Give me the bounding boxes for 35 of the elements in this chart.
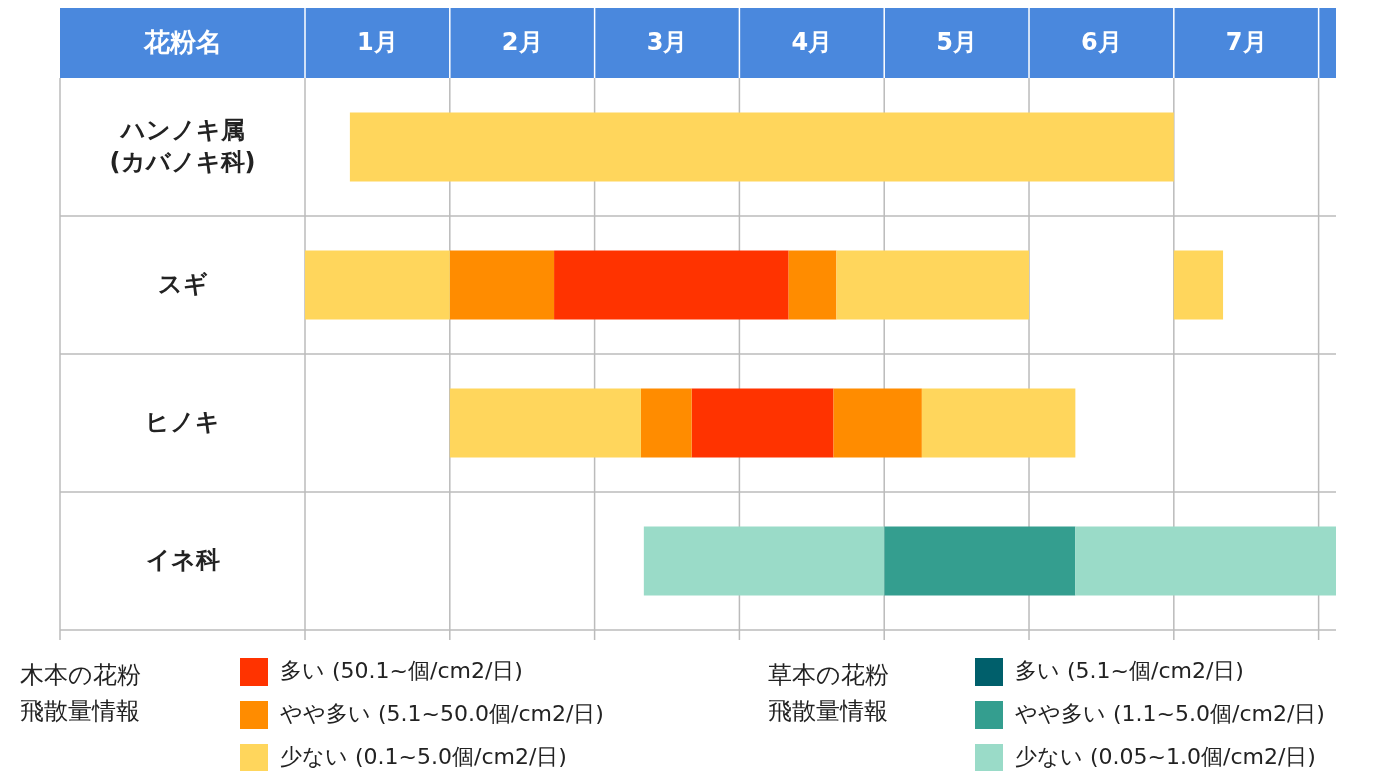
y-tick-label: イネ科 <box>145 546 220 574</box>
y-tick-label: ヒノキ <box>145 408 220 436</box>
legend-label: 少ない (0.1~5.0個/cm2/日) <box>280 744 567 769</box>
x-tick-label: 2月 <box>501 28 543 56</box>
bar <box>1173 250 1224 320</box>
bar <box>554 250 789 320</box>
bar <box>884 526 1076 596</box>
bar <box>1075 526 1336 596</box>
legend-label: 少ない (0.05~1.0個/cm2/日) <box>1015 744 1316 769</box>
x-tick-label: 4月 <box>791 28 833 56</box>
legend-label: 多い (5.1~個/cm2/日) <box>1015 658 1244 683</box>
bar <box>640 388 692 458</box>
x-tick-label: 1月 <box>357 28 398 56</box>
y-axis-title: 花粉名 <box>142 26 222 57</box>
bar <box>349 112 1174 182</box>
legend-label: 多い (50.1~個/cm2/日) <box>280 658 523 683</box>
legend-label: やや多い (5.1~50.0個/cm2/日) <box>280 701 604 726</box>
text: 草本の花粉飛散量情報 <box>768 661 889 725</box>
bar <box>788 250 837 320</box>
x-tick-label: 6月 <box>1081 28 1122 56</box>
bar <box>836 250 1030 320</box>
x-tick-label: 5月 <box>936 28 977 56</box>
bar <box>691 388 834 458</box>
bar <box>449 250 555 320</box>
x-tick-label: 3月 <box>646 28 688 56</box>
y-tick-label: ハンノキ属 (カバノキ科) <box>109 116 256 176</box>
bar <box>921 388 1076 458</box>
bar <box>449 388 641 458</box>
bar <box>833 388 922 458</box>
y-tick-label: スギ <box>157 270 208 298</box>
legend-label: やや多い (1.1~5.0個/cm2/日) <box>1015 701 1325 726</box>
bar <box>643 526 885 596</box>
x-tick-label: 7月 <box>1225 28 1267 56</box>
text: 木本の花粉飛散量情報 <box>20 661 141 725</box>
bar <box>305 250 450 320</box>
